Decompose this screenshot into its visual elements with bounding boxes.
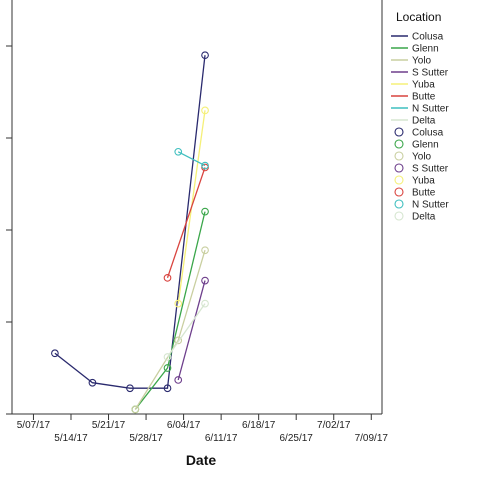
- series-line: [166, 167, 206, 279]
- legend-label: N Sutter: [412, 104, 449, 115]
- legend-label: Glenn: [412, 140, 439, 151]
- data-point: [201, 246, 209, 255]
- data-point: [88, 378, 97, 387]
- legend-title: Location: [396, 10, 441, 24]
- series-yolo: [131, 246, 209, 414]
- data-point: [174, 299, 183, 308]
- data-point: [201, 299, 209, 308]
- legend-label: Delta: [412, 116, 436, 127]
- x-tick-label: 7/09/17: [355, 433, 389, 444]
- y-axis: [6, 45, 12, 415]
- series-s-sutter: [174, 276, 209, 384]
- data-point: [174, 336, 183, 345]
- x-axis-title: Date: [186, 452, 217, 468]
- plot-area: [6, 0, 383, 415]
- x-tick-label: 5/07/17: [17, 420, 51, 431]
- legend-marker-swatch: [394, 211, 404, 221]
- data-point: [163, 384, 172, 393]
- legend-label: Yolo: [412, 152, 432, 163]
- legend-label: Yuba: [412, 80, 435, 91]
- legend-marker-swatch: [394, 139, 404, 149]
- data-point: [126, 384, 134, 393]
- data-point: [131, 405, 140, 414]
- legend-marker-swatch: [394, 127, 404, 137]
- legend-label: Butte: [412, 92, 436, 103]
- legend-label: Glenn: [412, 44, 439, 55]
- legend-label: Colusa: [412, 32, 444, 43]
- series-colusa: [51, 51, 209, 393]
- data-point: [163, 353, 172, 361]
- legend-marker-swatch: [394, 175, 404, 185]
- series-n-sutter: [174, 147, 209, 170]
- series-layer: [51, 51, 209, 414]
- legend-marker-swatch: [394, 199, 404, 209]
- x-tick-label: 6/04/17: [167, 420, 201, 431]
- data-point: [201, 207, 209, 216]
- data-point: [201, 276, 209, 285]
- data-point: [201, 106, 209, 115]
- series-line: [177, 151, 206, 167]
- series-line: [54, 55, 206, 389]
- x-tick-label: 7/02/17: [317, 420, 351, 431]
- x-axis: 5/07/175/14/17 5/21/175/28/17 6/04/17 6/11/…: [17, 414, 389, 444]
- series-line: [177, 280, 206, 381]
- data-point: [163, 273, 172, 282]
- series-line: [134, 250, 206, 410]
- data-point: [174, 147, 183, 156]
- series-line: [166, 303, 206, 358]
- legend-label: N Sutter: [412, 200, 449, 211]
- x-tick-label: 5/14/17: [54, 433, 88, 444]
- series-line: [134, 211, 206, 410]
- legend-label: Colusa: [412, 128, 444, 139]
- x-tick-label: 6/25/17: [280, 433, 314, 444]
- legend-label: Yolo: [412, 56, 432, 67]
- x-tick-label: 5/21/17: [92, 420, 126, 431]
- legend-label: S Sutter: [412, 68, 449, 79]
- series-delta: [163, 299, 209, 361]
- legend-label: Delta: [412, 212, 436, 223]
- x-tick-label: 6/18/17: [242, 420, 276, 431]
- legend-label: Yuba: [412, 176, 435, 187]
- data-point: [51, 349, 59, 358]
- data-point: [174, 376, 183, 384]
- legend-marker-swatch: [394, 163, 404, 173]
- legend-marker-swatch: [394, 187, 404, 197]
- x-tick-label: 5/28/17: [129, 433, 163, 444]
- data-point: [163, 364, 172, 372]
- data-point: [201, 51, 209, 60]
- legend-label: S Sutter: [412, 164, 449, 175]
- x-tick-label: 6/11/17: [205, 433, 238, 444]
- legend-label: Butte: [412, 188, 436, 199]
- data-point: [201, 161, 209, 170]
- legend-marker-swatch: [394, 151, 404, 161]
